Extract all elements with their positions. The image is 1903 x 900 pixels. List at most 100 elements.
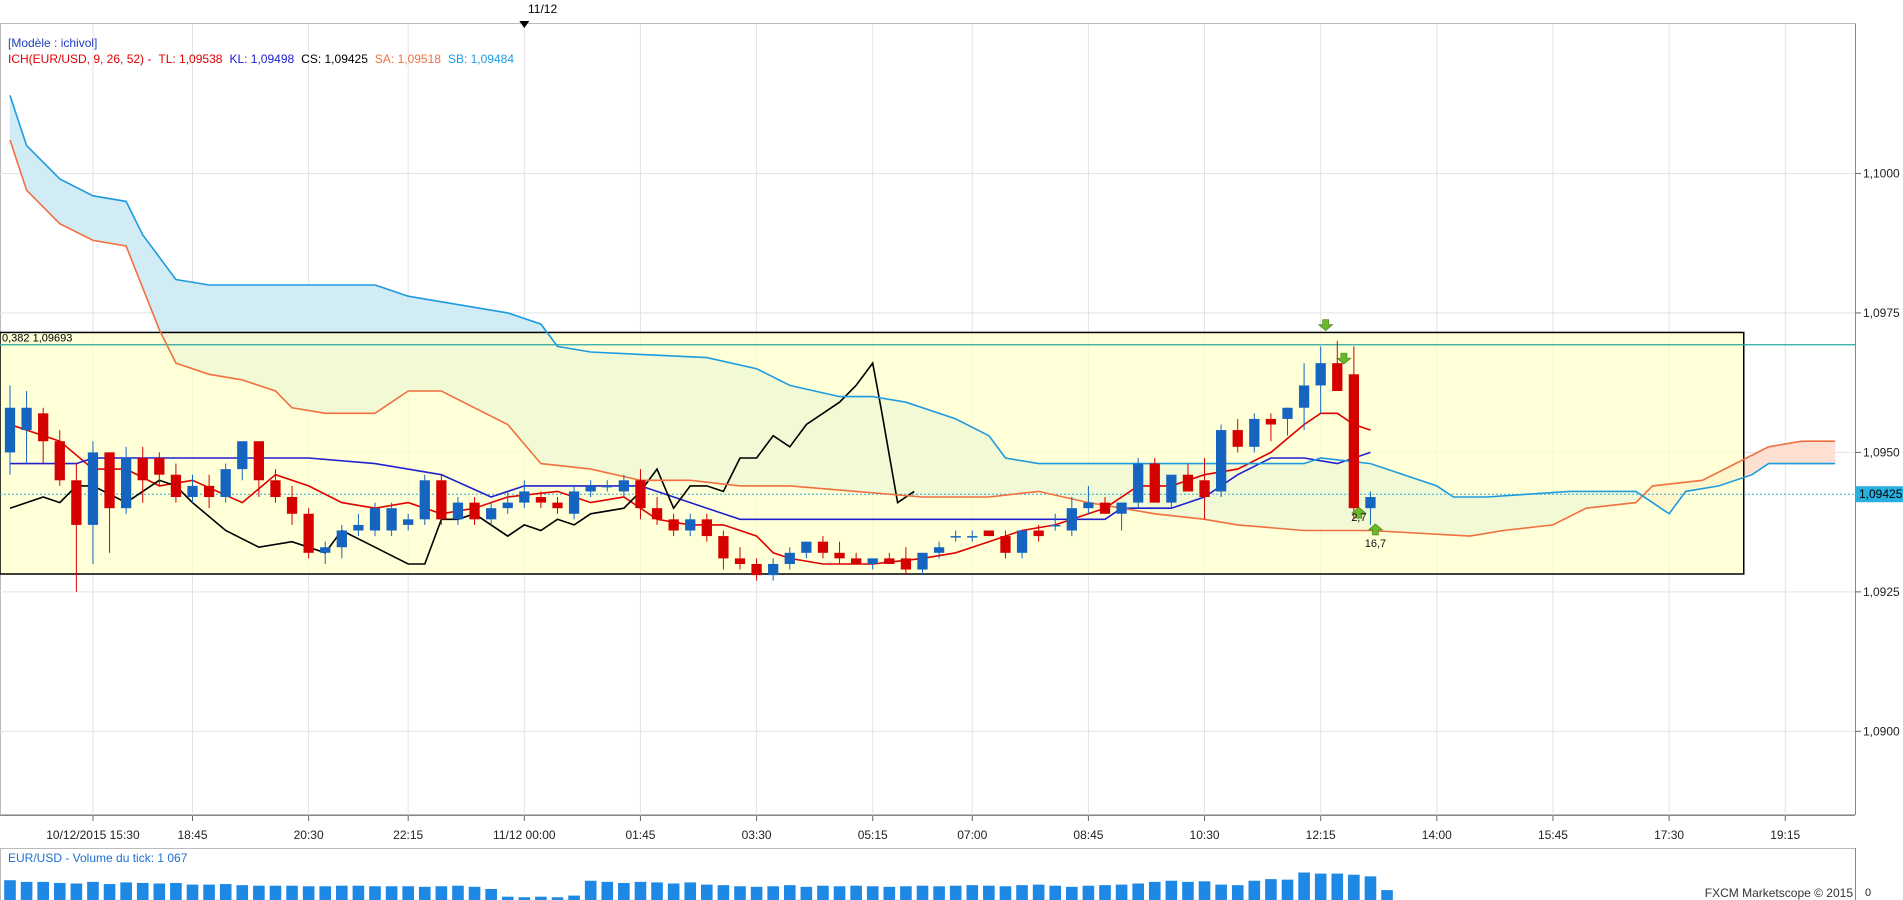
cloud-segment: [1801, 440, 1807, 464]
candle: [668, 513, 679, 537]
volume-bar: [186, 884, 199, 900]
candle: [801, 541, 812, 559]
cloud-segment: [1818, 440, 1823, 464]
candle-body: [1066, 508, 1077, 531]
volume-panel: 0: [0, 848, 1871, 900]
current-price-box: [1856, 486, 1903, 503]
fib-level-label: 0,382 1,09693: [2, 333, 72, 345]
candle: [220, 463, 231, 503]
candle-body: [1016, 530, 1028, 553]
cloud-segment: [59, 178, 65, 227]
candle-body: [1365, 497, 1376, 509]
candle-body: [253, 441, 265, 481]
candle: [286, 485, 298, 525]
candle: [685, 513, 696, 537]
volume-bar: [1148, 881, 1161, 900]
candle: [1365, 491, 1376, 525]
candle: [452, 497, 464, 525]
volume-bar: [369, 886, 381, 900]
cloud-segment: [100, 196, 106, 243]
candle-body: [1182, 474, 1194, 492]
candle-body: [469, 502, 480, 520]
volume-bar: [253, 885, 265, 900]
candle: [1116, 502, 1127, 531]
volume-bar: [302, 886, 315, 900]
legend-kl: KL: 1,09498: [229, 52, 295, 66]
volume-bar: [850, 885, 862, 900]
volume-bar: [1314, 873, 1327, 900]
candle-body: [884, 558, 895, 564]
candle: [270, 469, 281, 503]
volume-bar: [319, 886, 332, 900]
candle-body: [436, 480, 447, 520]
candle-body: [651, 508, 663, 520]
volume-bar: [568, 895, 580, 900]
candle: [1215, 424, 1227, 498]
volume-bar: [1331, 873, 1344, 900]
x-tick-label: 15:45: [1538, 828, 1568, 842]
signal-label: 2,7: [1351, 512, 1366, 524]
candle: [618, 474, 630, 498]
candle: [419, 474, 430, 525]
candle: [585, 480, 596, 498]
candle-body: [585, 485, 596, 492]
volume-bar: [120, 882, 132, 900]
volume-bar: [634, 881, 647, 900]
cloud-segment: [92, 195, 98, 242]
candle-body: [635, 480, 646, 509]
cloud-segment: [30, 149, 36, 200]
volume-bar: [1198, 881, 1211, 900]
candle-body: [768, 563, 779, 576]
volume-bar: [1298, 872, 1310, 900]
signal-arrows: 2,7 16,7: [1317, 319, 1386, 550]
candle: [436, 474, 447, 525]
volume-bar: [1049, 885, 1062, 900]
x-tick-label: 05:15: [858, 828, 888, 842]
volume-bar: [153, 883, 166, 900]
cloud-segment: [154, 250, 160, 330]
cloud-segment: [42, 161, 48, 212]
line-sb: [9, 95, 1835, 515]
volume-bar: [352, 885, 365, 900]
volume-bar: [468, 886, 481, 900]
candle-body: [1332, 363, 1343, 392]
volume-bar: [452, 885, 464, 900]
volume-bar: [684, 882, 697, 900]
cloud-segment: [1826, 440, 1832, 464]
candle-body: [353, 524, 364, 531]
volume-axis-label: 0: [1865, 887, 1871, 899]
candle-body: [917, 552, 928, 570]
candle: [1249, 413, 1260, 453]
date-marker-arrow: [519, 21, 530, 28]
candle-body: [900, 558, 912, 570]
volume-bar: [518, 897, 531, 900]
cloud-segment: [1747, 454, 1753, 477]
candle-body: [485, 508, 497, 520]
x-tick-label: 08:45: [1073, 828, 1103, 842]
cloud-segment: [1789, 442, 1794, 464]
candle: [21, 391, 32, 464]
cloud-segment: [1784, 442, 1790, 464]
candle-body: [734, 558, 746, 564]
candle: [900, 547, 912, 576]
candle: [1000, 530, 1011, 559]
candle-body: [270, 480, 281, 498]
volume-bar: [933, 886, 945, 900]
candle-body: [568, 491, 580, 514]
volume-bar: [618, 882, 630, 900]
volume-bar: [87, 881, 99, 900]
candle: [850, 552, 862, 564]
candle-body: [950, 536, 961, 538]
candle: [867, 558, 878, 570]
volume-bar: [1248, 880, 1261, 900]
candle-body: [137, 457, 148, 481]
indicator-legend: ICH(EUR/USD, 9, 26, 52) - TL: 1,09538 KL: …: [8, 52, 521, 66]
candle: [784, 547, 795, 570]
volume-bar: [269, 885, 282, 900]
signal-arrow-down: [1336, 352, 1352, 365]
y-tick-label: 1,0950: [1863, 445, 1900, 459]
cloud-segment: [1780, 443, 1786, 464]
candle-body: [1298, 385, 1310, 408]
candle-body: [38, 413, 49, 442]
